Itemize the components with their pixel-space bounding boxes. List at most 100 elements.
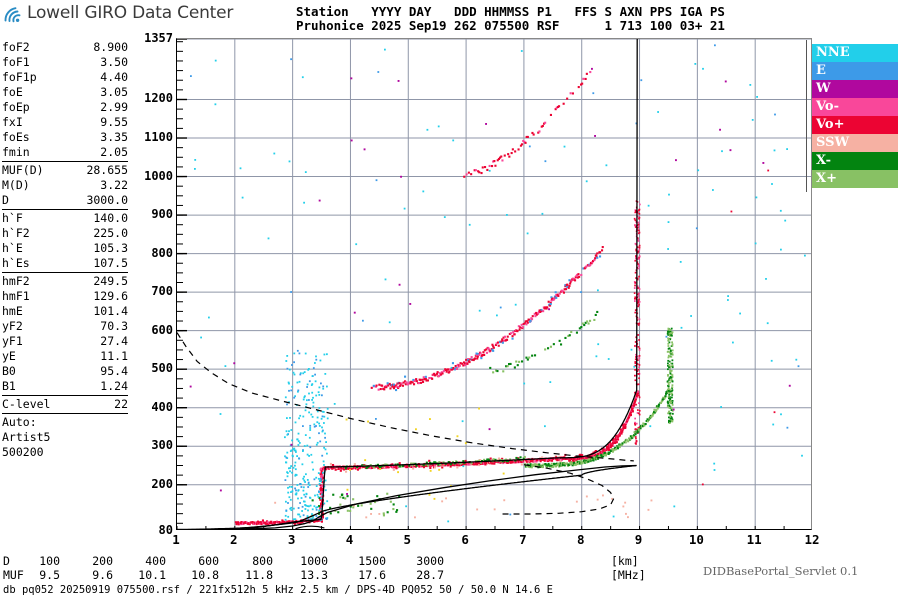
parameter-name: foEs	[2, 130, 30, 144]
x-tick-label: 6	[461, 532, 469, 547]
parameter-name: h`F2	[2, 226, 30, 240]
parameter-row: foEp 2.99	[2, 100, 128, 115]
parameter-value: 9.55	[100, 115, 128, 129]
y-tick-label: 1000	[144, 168, 173, 183]
scale-unit: [km]	[611, 554, 639, 568]
parameter-name: B1	[2, 379, 16, 393]
parameter-value: 3.05	[100, 85, 128, 99]
parameter-value: 140.0	[93, 211, 128, 225]
y-tick-label: 600	[151, 322, 173, 337]
parameter-row: C-level 22	[2, 397, 128, 412]
parameter-value: 22	[114, 397, 128, 411]
scale-value: 10.1	[138, 568, 166, 582]
scale-value: 17.6	[358, 568, 386, 582]
y-tick-label: 700	[151, 284, 173, 299]
legend-item-ssw[interactable]: SSW	[812, 134, 898, 152]
scale-value: 200	[92, 554, 113, 568]
y-tick-label: 800	[151, 245, 173, 260]
page-title: Lowell GIRO Data Center	[27, 3, 234, 23]
parameter-row: hmE 101.4	[2, 304, 128, 319]
parameter-name: hmE	[2, 304, 23, 318]
scale-value: 3000	[416, 554, 444, 568]
parameter-row: h`F 140.0	[2, 211, 128, 226]
scale-value: 1500	[358, 554, 386, 568]
legend-item-e[interactable]: E	[812, 62, 898, 80]
y-tick-label: 1100	[144, 130, 173, 145]
legend-item-x-[interactable]: X-	[812, 152, 898, 170]
legend-item-vo-[interactable]: Vo+	[812, 116, 898, 134]
scale-unit: [MHz]	[611, 568, 646, 582]
parameter-name: foE	[2, 85, 23, 99]
scale-row-key: D	[3, 554, 10, 568]
parameter-name: yE	[2, 349, 16, 363]
parameter-row: foF1 3.50	[2, 55, 128, 70]
scale-value: 1000	[300, 554, 328, 568]
branding-header: Lowell GIRO Data Center	[0, 0, 300, 30]
ionogram-parameter-table: foF2 8.900 foF1 3.50 foF1p 4.40 foE 3.05 foEp 2.9…	[2, 40, 128, 460]
x-tick-label: 12	[804, 532, 820, 547]
legend-divider	[806, 40, 807, 192]
parameter-value: 2.05	[100, 145, 128, 159]
parameter-group-4: C-level 22	[2, 397, 128, 414]
parameter-value: 70.3	[100, 319, 128, 333]
parameter-group-3: hmF2 249.5 hmF1 129.6 hmE 101.4 yF2 70.3 yF1 27.4…	[2, 274, 128, 396]
x-tick-label: 10	[688, 532, 704, 547]
plot-canvas[interactable]	[176, 38, 812, 530]
y-tick-label: 900	[151, 207, 173, 222]
parameter-value: 27.4	[100, 334, 128, 348]
legend-item-nne[interactable]: NNE	[812, 44, 898, 62]
direction-legend: NNE E W Vo- Vo+ SSW X- X+	[812, 44, 898, 188]
giro-wifi-arc-icon	[4, 7, 21, 23]
parameter-name: yF2	[2, 319, 23, 333]
parameter-group-2: h`F 140.0 h`F2 225.0 h`E 105.3 h`Es 107.5	[2, 211, 128, 273]
x-tick-label: 7	[519, 532, 527, 547]
parameter-row: foE 3.05	[2, 85, 128, 100]
parameter-row: hmF1 129.6	[2, 289, 128, 304]
parameter-name: hmF2	[2, 274, 30, 288]
scale-value: 13.3	[300, 568, 328, 582]
y-tick-label: 80	[158, 523, 173, 537]
scale-row-key: MUF	[3, 568, 24, 582]
parameter-name: fmin	[2, 145, 30, 159]
parameter-value: 28.655	[86, 163, 128, 177]
parameter-value: 249.5	[93, 274, 128, 288]
parameter-row: yE 11.1	[2, 349, 128, 364]
x-tick-label: 9	[634, 532, 643, 547]
parameter-row: M(D) 3.22	[2, 178, 128, 193]
plot-graphics	[177, 39, 811, 529]
scale-value: 400	[145, 554, 166, 568]
parameter-value: 11.1	[100, 349, 128, 363]
parameter-value: 95.4	[100, 364, 128, 378]
legend-item-vo-[interactable]: Vo-	[812, 98, 898, 116]
parameter-value: 101.4	[93, 304, 128, 318]
parameter-name: B0	[2, 364, 16, 378]
muf-scale-row: MUF 9.5 9.6 10.1 10.8 11.8 13.3 17.6 28.7 [MHz]	[0, 568, 900, 582]
y-tick-label: 1357	[144, 31, 173, 45]
parameter-value: 3.35	[100, 130, 128, 144]
parameter-row: h`F2 225.0	[2, 226, 128, 241]
x-tick-label: 3	[287, 532, 296, 547]
x-tick-label: 8	[576, 532, 585, 547]
y-tick-label: 1200	[144, 91, 173, 106]
parameter-name: h`E	[2, 241, 23, 255]
parameter-name: foF1	[2, 55, 30, 69]
servlet-version-label: DIDBasePortal_Servlet 0.1	[703, 564, 859, 578]
y-tick-label: 500	[151, 361, 173, 376]
parameter-row: foEs 3.35	[2, 130, 128, 145]
parameter-name: M(D)	[2, 178, 30, 192]
parameter-value: 225.0	[93, 226, 128, 240]
legend-item-x-[interactable]: X+	[812, 170, 898, 188]
scale-value: 9.6	[92, 568, 113, 582]
parameter-row: foF2 8.900	[2, 40, 128, 55]
x-tick-label: 4	[345, 532, 354, 547]
y-tick-label: 200	[151, 476, 173, 491]
parameter-row: h`Es 107.5	[2, 256, 128, 271]
x-tick-label: 11	[746, 532, 762, 547]
parameter-value: 3.50	[100, 55, 128, 69]
parameter-value: 2.99	[100, 100, 128, 114]
ionogram-plot: 80 200 300 400 500 600 700 800 900 1000 1100 1200 13…	[130, 31, 820, 547]
scale-value: 800	[252, 554, 273, 568]
legend-item-w[interactable]: W	[812, 80, 898, 98]
parameter-row: B1 1.24	[2, 379, 128, 394]
y-tick-label: 400	[151, 399, 173, 414]
